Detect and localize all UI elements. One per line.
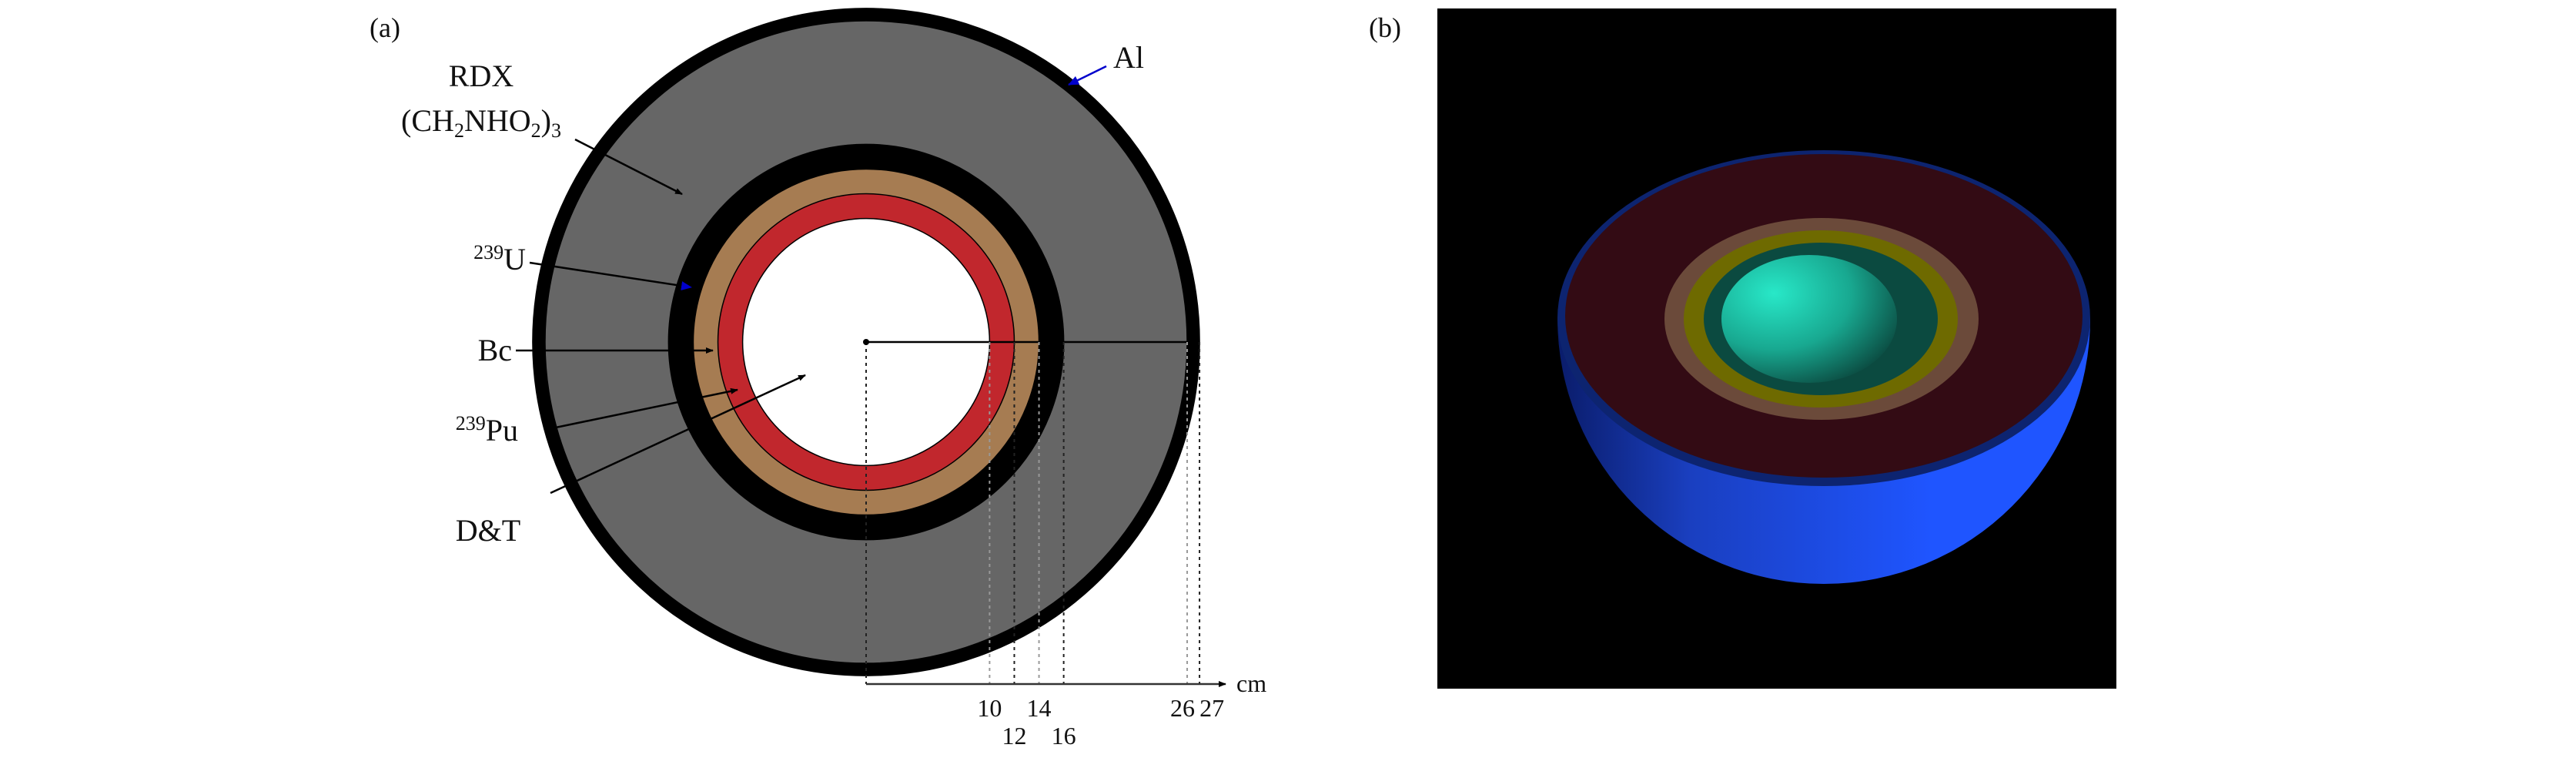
panel-b-label: (b) xyxy=(1369,12,1401,43)
tick-label-10: 10 xyxy=(977,694,1002,722)
label-bc: Bc xyxy=(478,333,512,367)
tick-label-16: 16 xyxy=(1052,722,1076,750)
panel-a-label: (a) xyxy=(370,12,400,43)
arrow-pu239 xyxy=(551,387,738,430)
tick-label-12: 12 xyxy=(1002,722,1026,750)
tick-label-26: 26 xyxy=(1170,694,1195,722)
label-rdx-formula: (CH2NHO2)3 xyxy=(401,103,561,142)
arrow-al xyxy=(1068,65,1107,86)
core-sphere xyxy=(1721,255,1897,383)
axis-unit: cm xyxy=(1236,669,1266,697)
label-rdx: RDX xyxy=(449,59,514,93)
label-u239: 239U xyxy=(473,241,526,277)
arrow-dt xyxy=(550,374,806,495)
label-al: Al xyxy=(1113,40,1144,75)
arrow-rdx xyxy=(574,138,683,196)
panel-b: (b) xyxy=(1369,8,2116,689)
tick-label-14: 14 xyxy=(1027,694,1052,722)
tick-label-27: 27 xyxy=(1199,694,1224,722)
label-pu239: 239Pu xyxy=(456,412,518,448)
label-dt: D&T xyxy=(456,513,520,548)
dimension-lines xyxy=(865,340,1201,684)
center-point xyxy=(863,339,869,345)
arrow-u239 xyxy=(529,261,692,290)
panel-a: (a) RDX (CH2NHO2)3 Al 239U Bc 239Pu D&T … xyxy=(370,8,1266,750)
